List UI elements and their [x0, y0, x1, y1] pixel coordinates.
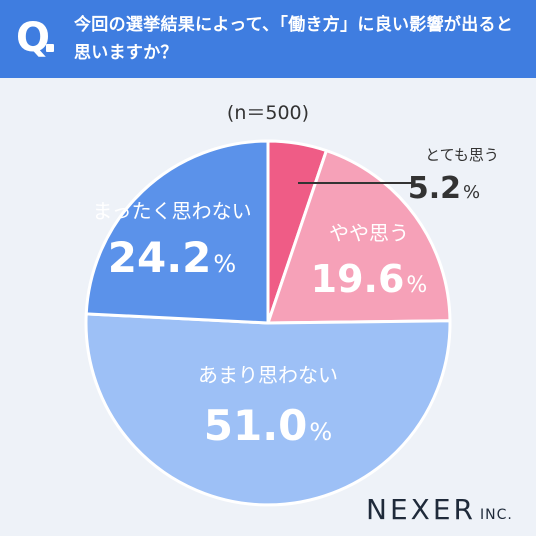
logo-main: NEXER [366, 493, 476, 526]
slice-value-yaya: 19.6% [311, 257, 428, 301]
slice-value-amari: 51.0% [204, 401, 332, 450]
slice-value-mattaku: 24.2% [108, 233, 236, 282]
pie-slice-yaya [266, 149, 452, 325]
sample-size-label: (n＝500) [226, 102, 310, 124]
question-text: 今回の選挙結果によって、「働き方」に良い影響が出ると思いますか？ [74, 15, 514, 63]
q-dot [46, 44, 54, 52]
slice-label-amari: あまり思わない [198, 363, 338, 387]
pie-slice-mattaku [84, 139, 270, 325]
slice-label-yaya: やや思う [329, 221, 409, 245]
q-mark: Q [16, 15, 51, 61]
pie-slice-amari [84, 312, 452, 507]
logo-inc: INC. [479, 507, 513, 523]
question-header: Q 今回の選挙結果によって、「働き方」に良い影響が出ると思いますか？ [0, 0, 536, 78]
nexer-logo: NEXER INC. [366, 493, 513, 526]
slice-value-totemo: 5.2% [408, 171, 480, 206]
slice-label-mattaku: まったく思わない [92, 199, 251, 223]
slice-label-totemo: とても思う [425, 146, 499, 164]
